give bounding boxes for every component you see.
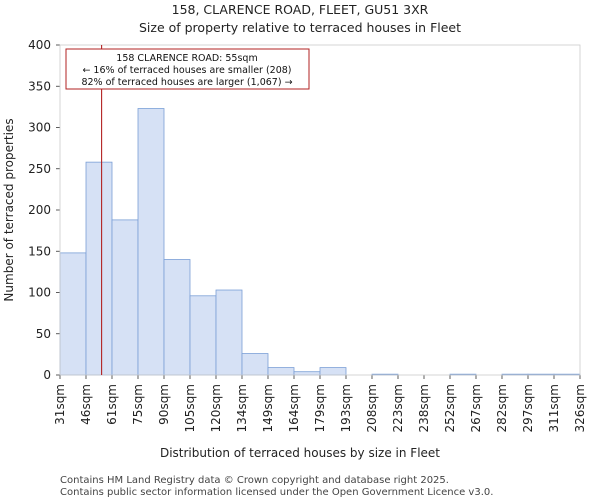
- x-tick-label: 267sqm: [469, 384, 483, 432]
- x-tick-label: 238sqm: [417, 384, 431, 432]
- x-tick-label: 326sqm: [573, 384, 587, 432]
- y-tick-label: 50: [36, 327, 51, 341]
- y-tick-label: 300: [28, 121, 51, 135]
- x-tick-label: 105sqm: [183, 384, 197, 432]
- x-tick-label: 223sqm: [391, 384, 405, 432]
- footer-line-1: Contains HM Land Registry data © Crown c…: [60, 475, 449, 486]
- annotation-border: [65, 48, 310, 90]
- x-tick-label: 61sqm: [105, 384, 119, 425]
- annotation-line-1: 158 CLARENCE ROAD: 55sqm: [116, 53, 257, 64]
- x-tick-label: 134sqm: [235, 384, 249, 432]
- x-tick-label: 149sqm: [261, 384, 275, 432]
- x-tick-label: 46sqm: [79, 384, 93, 425]
- y-tick-label: 250: [28, 162, 51, 176]
- x-axis: 31sqm 46sqm 61sqm 75sqm 90sqm 105sqm 120sqm 134…: [53, 375, 587, 432]
- x-tick-label: 311sqm: [547, 384, 561, 432]
- y-tick-label: 150: [28, 244, 51, 258]
- histogram-bar: [111, 219, 139, 376]
- x-tick-label: 120sqm: [209, 384, 223, 432]
- y-tick-label: 350: [28, 79, 51, 93]
- histogram-bar: [189, 295, 217, 376]
- histogram-bar: [59, 252, 87, 376]
- histogram-bar: [293, 371, 321, 376]
- y-tick-label: 200: [28, 203, 51, 217]
- plot-frame: [59, 44, 581, 376]
- chart-subtitle: Size of property relative to terraced ho…: [139, 20, 461, 35]
- x-tick-label: 164sqm: [287, 384, 301, 432]
- histogram-bar: [215, 289, 243, 376]
- y-tick-label: 0: [43, 368, 51, 382]
- annotation-box: 158 CLARENCE ROAD: 55sqm ← 16% of terrac…: [65, 48, 310, 90]
- y-tick-label: 100: [28, 286, 51, 300]
- x-tick-label: 31sqm: [53, 384, 67, 425]
- y-axis-label: Number of terraced properties: [2, 118, 16, 301]
- histogram-bar: [267, 367, 295, 376]
- histogram-bar: [163, 259, 191, 376]
- x-tick-label: 282sqm: [495, 384, 509, 432]
- bars: [59, 108, 581, 376]
- histogram-bar: [319, 367, 347, 376]
- annotation-line-2: ← 16% of terraced houses are smaller (20…: [82, 65, 291, 76]
- y-axis: 0 50 100 150 200 250 300 350 400: [28, 38, 60, 382]
- histogram-bar: [85, 161, 113, 376]
- chart-title: 158, CLARENCE ROAD, FLEET, GU51 3XR: [172, 2, 429, 17]
- y-tick-label: 400: [28, 38, 51, 52]
- annotation-line-3: 82% of terraced houses are larger (1,067…: [81, 77, 292, 88]
- histogram-bar: [241, 353, 269, 376]
- x-tick-label: 252sqm: [443, 384, 457, 432]
- x-tick-label: 75sqm: [131, 384, 145, 425]
- x-tick-label: 179sqm: [313, 384, 327, 432]
- x-tick-label: 297sqm: [521, 384, 535, 432]
- histogram-bar: [137, 108, 165, 376]
- x-tick-label: 208sqm: [365, 384, 379, 432]
- x-tick-label: 193sqm: [339, 384, 353, 432]
- x-axis-label: Distribution of terraced houses by size …: [160, 446, 440, 460]
- x-tick-label: 90sqm: [157, 384, 171, 425]
- footer-line-2: Contains public sector information licen…: [60, 487, 493, 498]
